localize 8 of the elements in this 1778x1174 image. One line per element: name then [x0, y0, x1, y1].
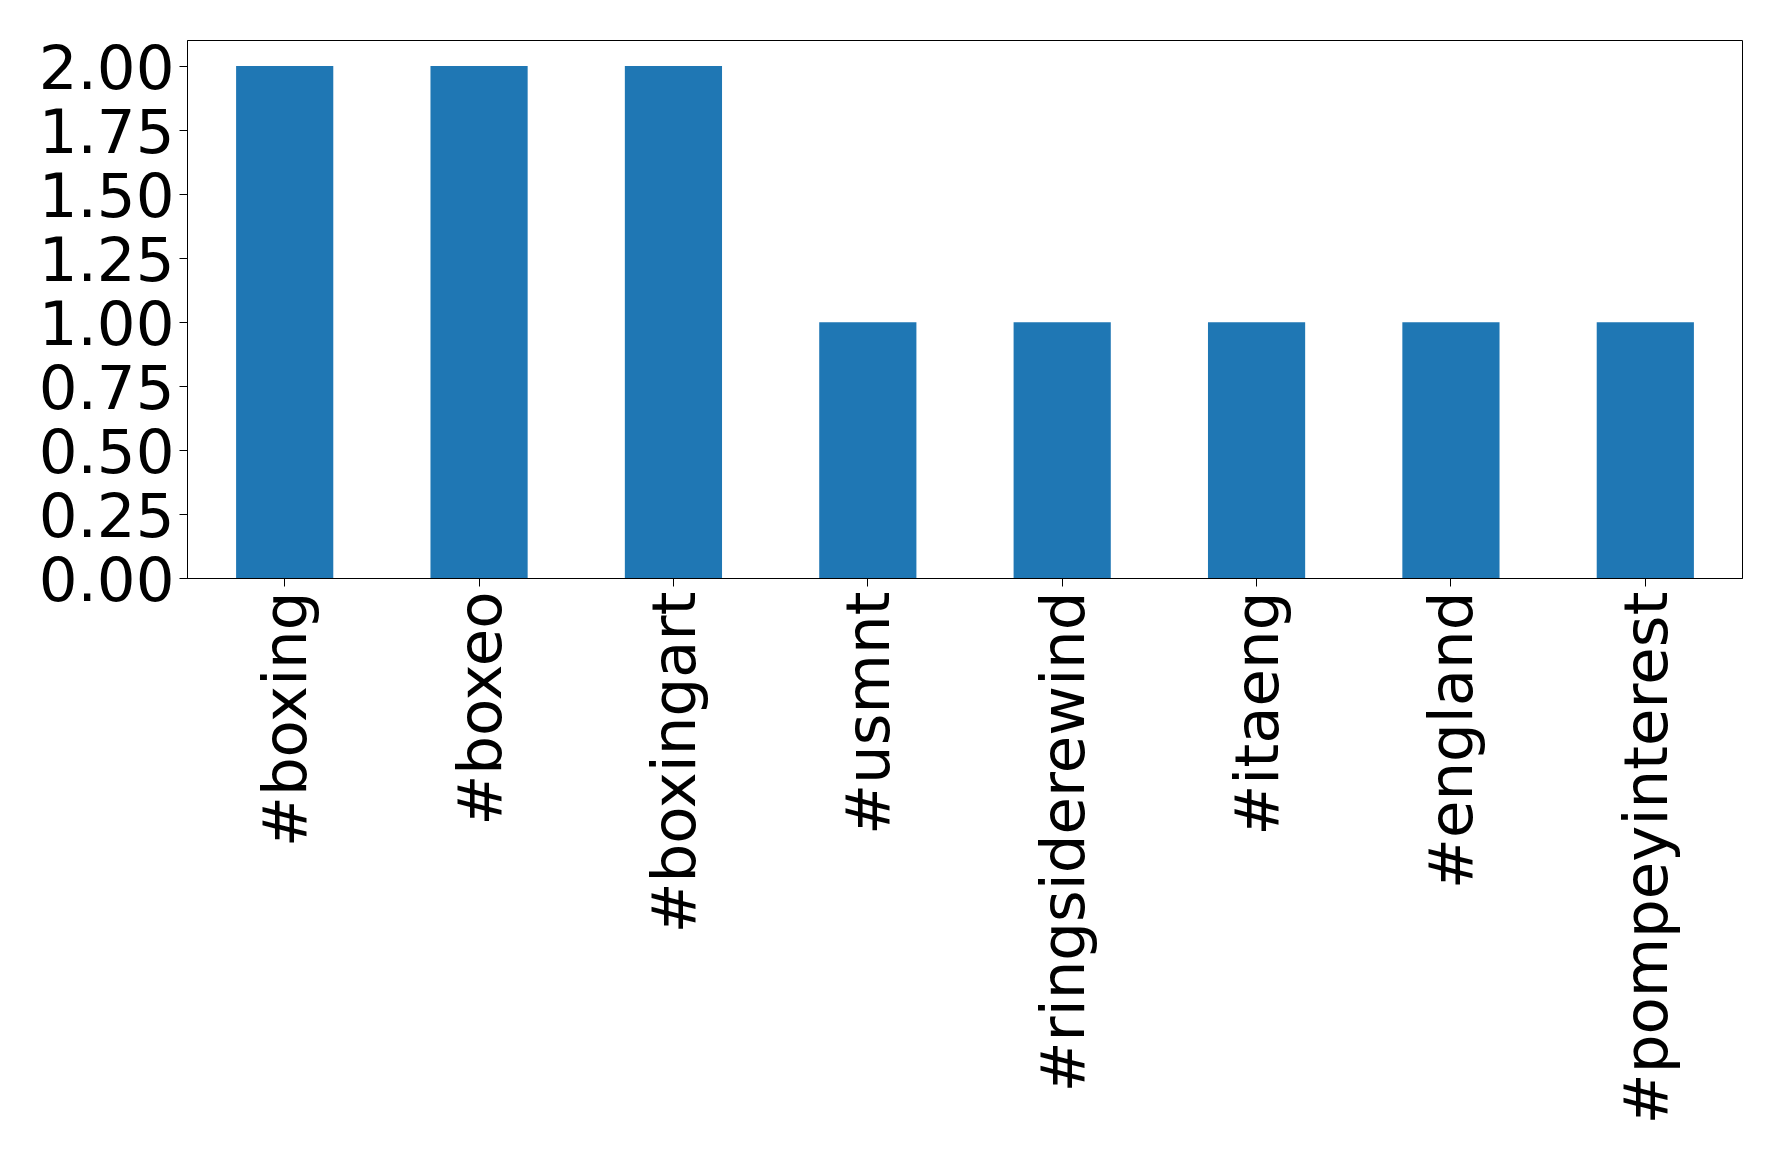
x-tick-label: #boxingart: [637, 591, 709, 934]
x-tick-label: #itaeng: [1221, 591, 1293, 836]
x-tick-label: #boxing: [249, 591, 321, 848]
x-tick-label: #boxeo: [443, 591, 515, 826]
x-tick-label: #england: [1415, 591, 1487, 890]
x-tick-label: #ringsiderewind: [1026, 591, 1098, 1093]
x-tick-label: #pompeyinterest: [1609, 591, 1681, 1125]
x-tick-label: #usmnt: [832, 591, 904, 836]
